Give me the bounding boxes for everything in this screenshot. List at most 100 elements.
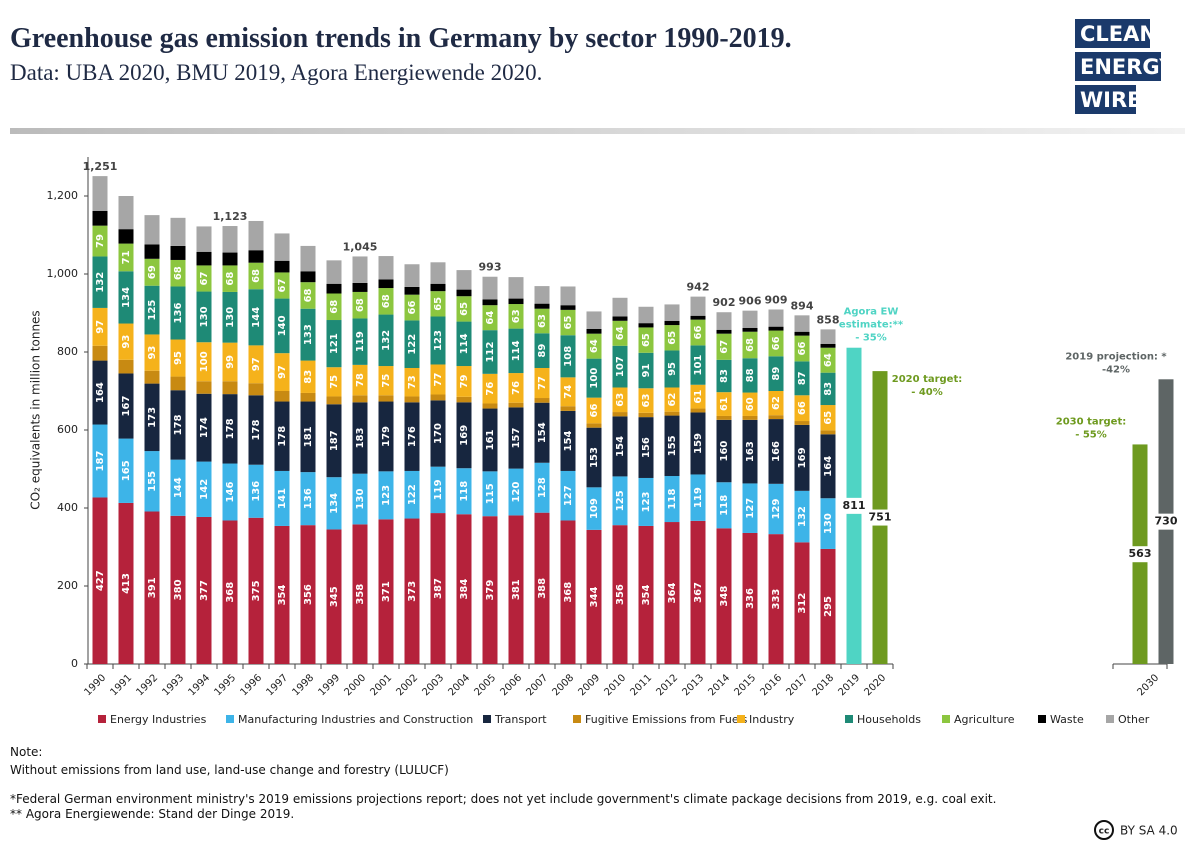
bar-segment xyxy=(742,415,758,420)
value-label: 73 xyxy=(407,375,418,389)
x-tick-label: 2003 xyxy=(420,672,446,698)
bar-segment xyxy=(92,176,108,211)
bar-segment xyxy=(118,243,134,272)
bar-segment xyxy=(560,377,576,407)
x-tick-label: 2012 xyxy=(654,672,680,698)
value-label: 60 xyxy=(745,397,756,411)
x-tick-label: 2015 xyxy=(732,672,758,698)
bar-segment xyxy=(794,421,810,425)
total-label: 942 xyxy=(687,281,710,294)
cc-icon-text: cc xyxy=(1099,827,1110,837)
value-label: 89 xyxy=(771,367,782,381)
value-label: 159 xyxy=(693,433,704,454)
bar-segment xyxy=(508,298,524,305)
value-label: 112 xyxy=(485,342,496,363)
value-label: 100 xyxy=(589,368,600,389)
bar-segment xyxy=(638,352,654,389)
value-label: 99 xyxy=(225,355,236,369)
note: Without emissions from land use, land-us… xyxy=(10,763,449,777)
bar-segment xyxy=(378,288,394,315)
bar-segment xyxy=(404,470,420,519)
bar-segment xyxy=(664,350,680,388)
value-label: 119 xyxy=(433,479,444,500)
bar-segment xyxy=(378,314,394,367)
legend-label: Energy Industries xyxy=(110,713,207,726)
bar-segment xyxy=(404,294,420,321)
y-tick-label: 1,000 xyxy=(47,267,79,280)
bar-segment xyxy=(222,342,238,382)
value-label: 67 xyxy=(719,340,730,354)
bar-segment xyxy=(612,525,628,664)
legend-swatch xyxy=(1106,715,1114,723)
bar-segment xyxy=(482,408,498,472)
value-label: 166 xyxy=(771,441,782,462)
license: cc BY SA 4.0 xyxy=(1094,820,1178,840)
bar-segment xyxy=(612,320,628,346)
bar-segment xyxy=(404,396,420,403)
bar-segment xyxy=(430,291,446,317)
bar-segment xyxy=(300,392,316,402)
bar-segment xyxy=(326,260,342,284)
bar-segment xyxy=(534,398,550,403)
x-tick-label: 1993 xyxy=(160,672,186,698)
value-label: 65 xyxy=(823,411,834,425)
bar-segment xyxy=(482,330,498,374)
bar-segment xyxy=(222,381,238,395)
value-label: 354 xyxy=(641,584,652,605)
value-label: 75 xyxy=(381,374,392,388)
value-label: 119 xyxy=(693,487,704,508)
bar-segment xyxy=(378,279,394,289)
value-label: 141 xyxy=(277,488,288,509)
bar-segment xyxy=(768,415,784,420)
value-label: 67 xyxy=(277,279,288,293)
logo-text: WIRE xyxy=(1080,88,1142,112)
x-tick-label: 1999 xyxy=(316,672,342,698)
value-label: 333 xyxy=(771,589,782,610)
value-label: 381 xyxy=(511,579,522,600)
value-label: 379 xyxy=(485,580,496,601)
bar-segment xyxy=(170,339,186,377)
value-label: 118 xyxy=(719,495,730,516)
bar-segment xyxy=(664,411,680,416)
bar-segment xyxy=(196,516,212,664)
value-label: 161 xyxy=(485,429,496,450)
bar-segment xyxy=(144,285,160,335)
bar-segment xyxy=(612,416,628,477)
bar-segment xyxy=(326,320,342,368)
value-label: 95 xyxy=(667,362,678,376)
bar-segment xyxy=(612,412,628,417)
value-label: 123 xyxy=(433,330,444,351)
bar-segment xyxy=(430,364,446,395)
x-tick-label: 2004 xyxy=(446,672,472,698)
y-axis-label: CO₂ equivalents in million tonnes xyxy=(29,310,43,509)
value-label: 181 xyxy=(303,426,314,447)
x-tick-label: 2000 xyxy=(342,672,368,698)
value-label: 156 xyxy=(641,437,652,458)
bar-segment xyxy=(534,462,550,513)
bar-segment xyxy=(768,483,784,535)
y-tick-label: 1,200 xyxy=(47,189,79,202)
header-rule xyxy=(10,128,1185,134)
total-label: 1,045 xyxy=(343,240,378,253)
x-tick-label: 1996 xyxy=(238,672,264,698)
bar-segment xyxy=(170,515,186,664)
bar-segment xyxy=(638,417,654,478)
x-tick-label: 1991 xyxy=(108,672,134,698)
bar-segment xyxy=(820,430,836,435)
value-label: 178 xyxy=(225,418,236,439)
value-label: 127 xyxy=(563,485,574,506)
bar-segment xyxy=(300,282,316,309)
value-label: 140 xyxy=(277,315,288,336)
value-label: 63 xyxy=(511,309,522,323)
bar-segment xyxy=(248,517,264,664)
x-tick-label: 2005 xyxy=(472,672,498,698)
value-label: 63 xyxy=(615,393,626,407)
value-label: 63 xyxy=(641,394,652,408)
value-label: 95 xyxy=(173,351,184,365)
projection-value-label: 730 xyxy=(1155,515,1178,528)
value-label: 83 xyxy=(719,369,730,383)
bar-segment xyxy=(664,304,680,321)
bar-segment xyxy=(820,343,836,348)
bar-segment xyxy=(690,408,706,413)
